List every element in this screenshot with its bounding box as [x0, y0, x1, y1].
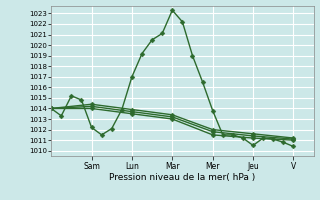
X-axis label: Pression niveau de la mer( hPa ): Pression niveau de la mer( hPa ) — [109, 173, 256, 182]
